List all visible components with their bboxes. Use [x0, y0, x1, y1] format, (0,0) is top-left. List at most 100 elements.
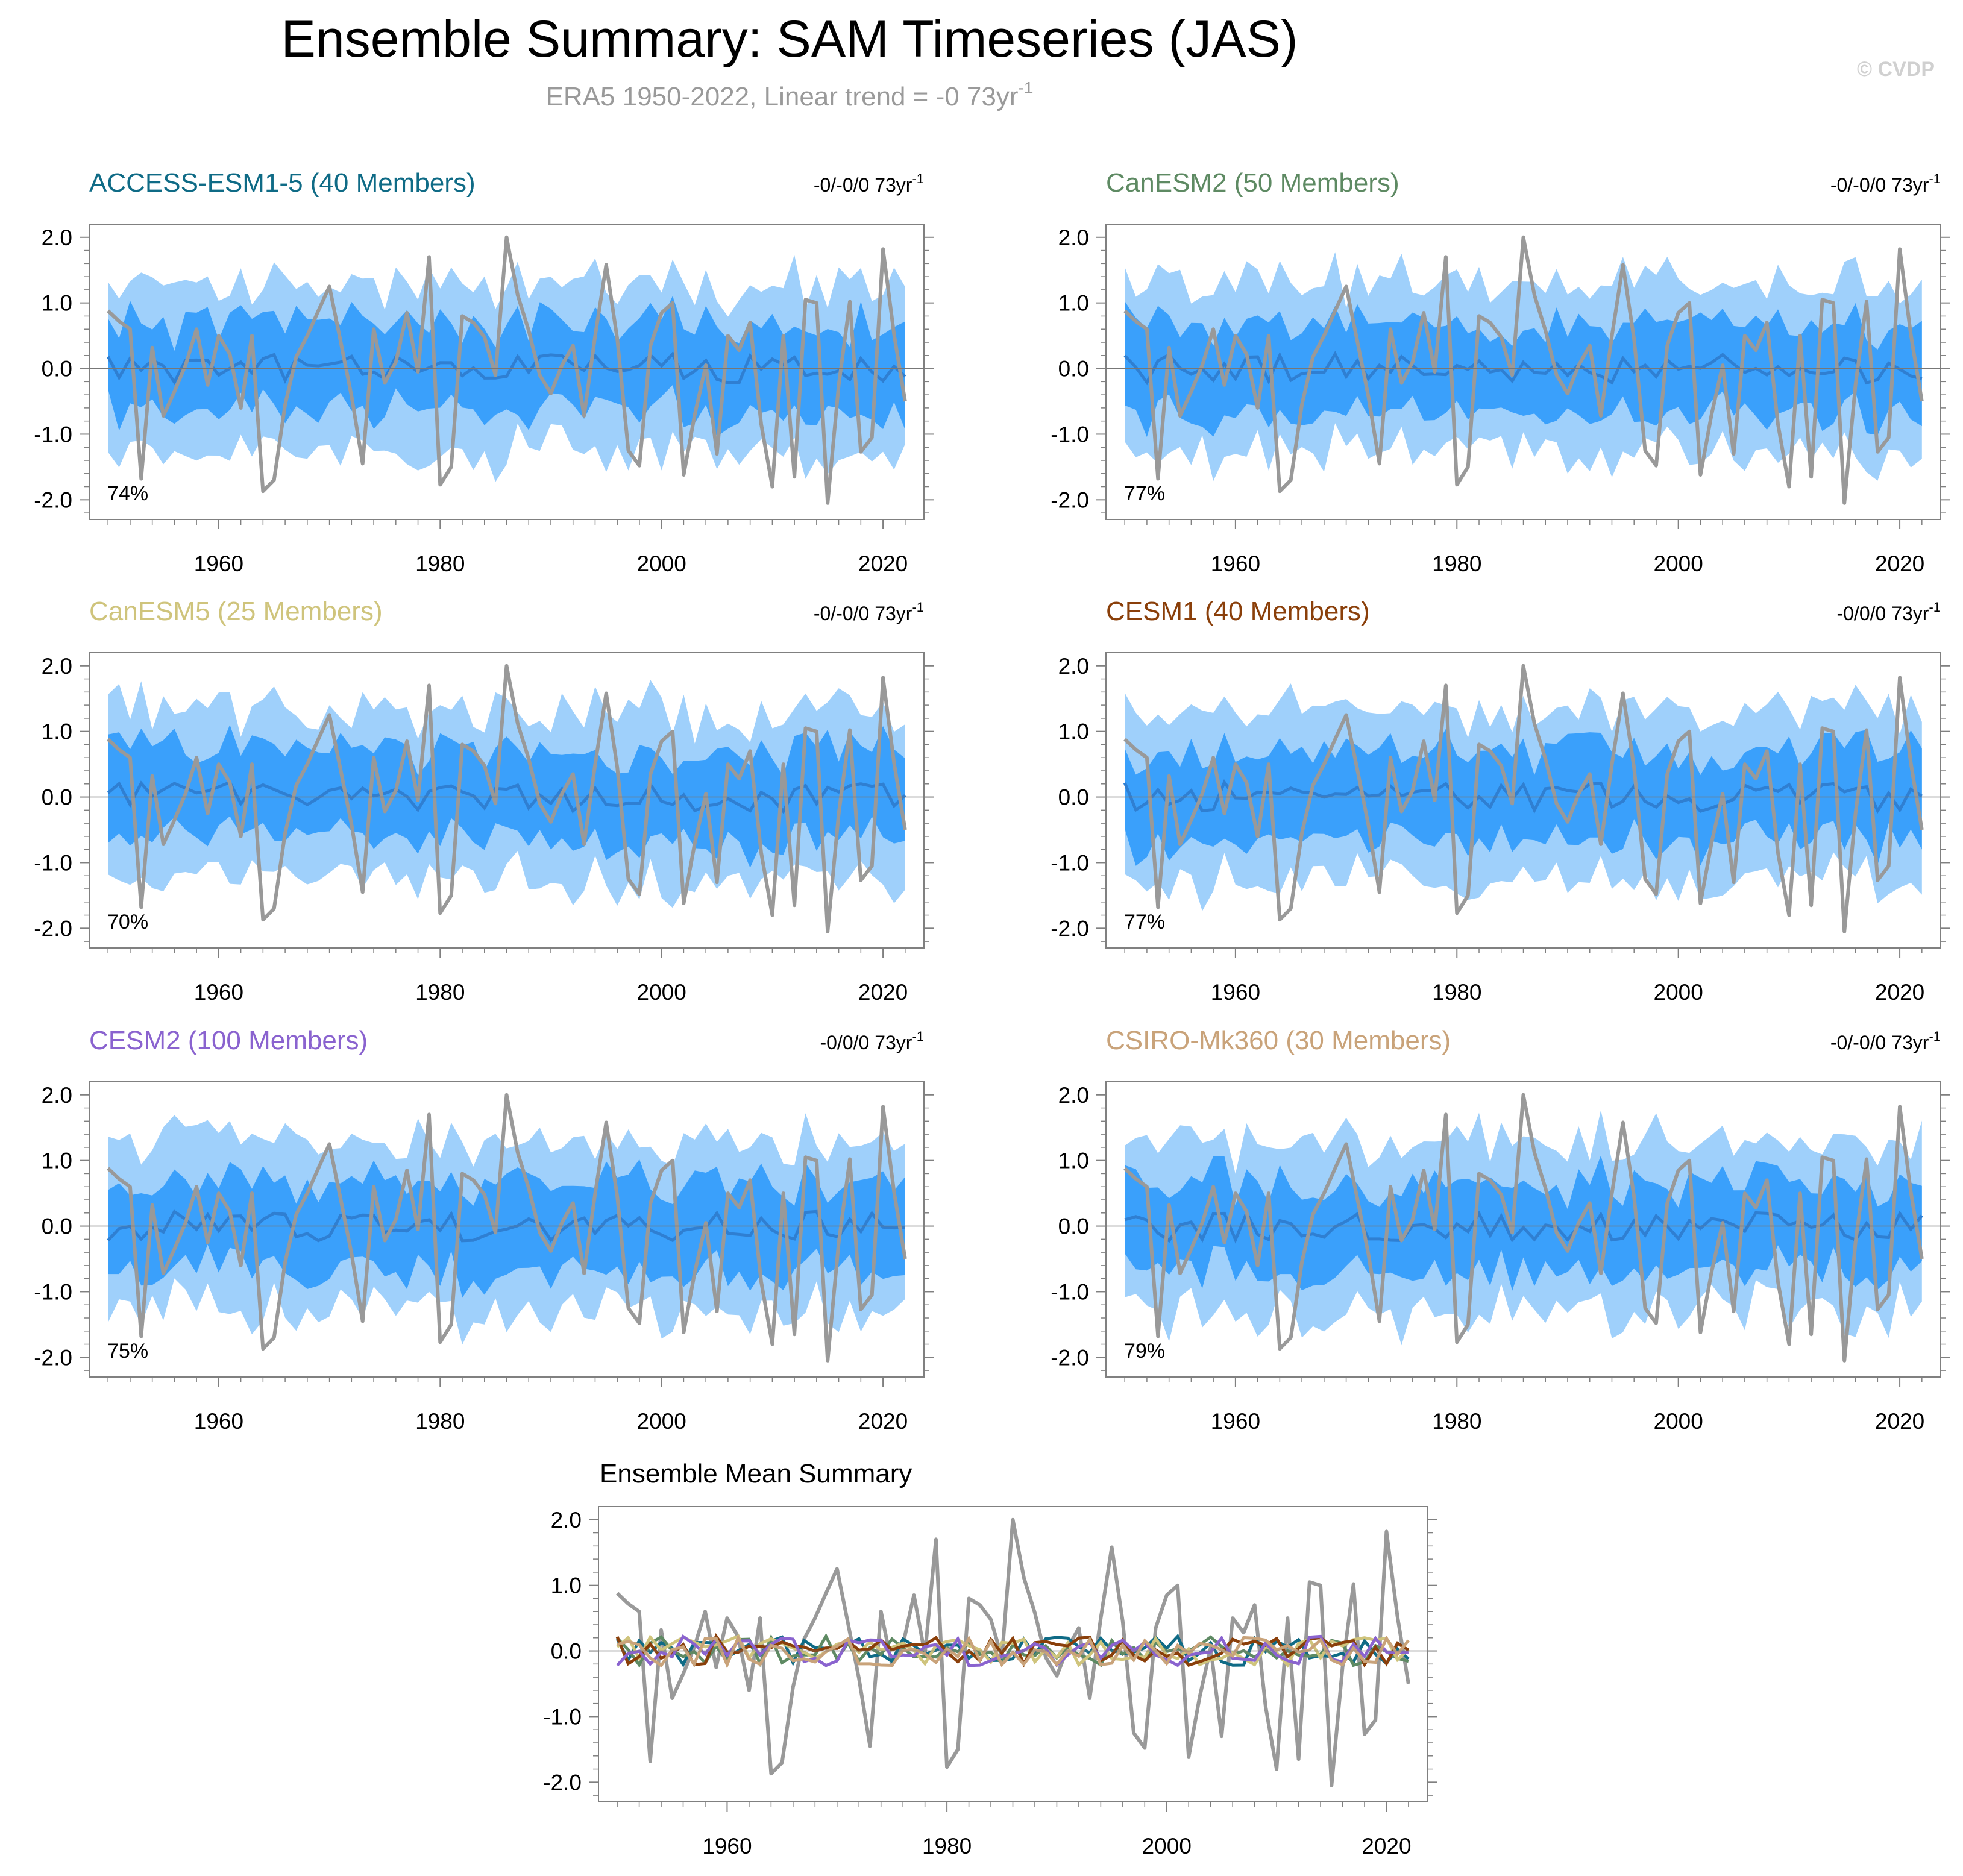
panel-4-xtick-label: 1980 — [1432, 980, 1481, 1005]
panel-1-ytick-label: -1.0 — [34, 422, 72, 447]
panel-2-ytick-label: 0.0 — [1058, 357, 1089, 381]
panel-1-ytick-label: 0.0 — [42, 357, 72, 381]
panel-2-ytick-label: 1.0 — [1058, 291, 1089, 316]
panel-1-xtick-label: 1980 — [415, 551, 465, 576]
summary-ensemble-mean-line-2 — [616, 1633, 1409, 1668]
panel-6-xtick-label: 1960 — [1211, 1409, 1260, 1434]
obs-line-era5 — [1123, 664, 1924, 933]
panel-3-xtick-label: 1980 — [415, 980, 465, 1005]
panel-3-ytick-label: 1.0 — [42, 720, 72, 744]
panel-3-ytick-label: 2.0 — [42, 654, 72, 679]
summary-ytick-label: -1.0 — [543, 1704, 582, 1729]
panel-5-xtick-label: 2000 — [637, 1409, 686, 1434]
panel-percent-label: 79% — [1124, 1340, 1165, 1363]
panel-4-xtick-label: 2020 — [1875, 980, 1924, 1005]
panel-trend-sup: -1 — [912, 600, 924, 615]
ensemble-mean-line — [107, 1209, 905, 1243]
panel-5-ytick-label: 2.0 — [42, 1083, 72, 1108]
panel-4-ytick-label: 1.0 — [1058, 720, 1089, 744]
panel-2-xtick-label: 1960 — [1211, 551, 1260, 576]
panel-trend-label: -0/-0/0 73yr-1 — [814, 171, 924, 196]
panel-6-xtick-label: 2020 — [1875, 1409, 1924, 1434]
panel-5-xtick-label: 1980 — [415, 1409, 465, 1434]
obs-line-era5 — [1123, 1093, 1924, 1363]
panel-5-xtick-label: 1960 — [194, 1409, 243, 1434]
panel-6: -2.0 -1.0 0.0 1.0 2.0 1960 1980 2000 2020 CSIRO-M… — [1051, 1026, 1950, 1434]
panel-title: CanESM5 (25 Members) — [89, 597, 383, 626]
ensemble-inner-band — [1125, 1155, 1922, 1291]
figure-subtitle-sup: -1 — [1019, 78, 1034, 97]
panel-6-ytick-label: 1.0 — [1058, 1149, 1089, 1173]
panel-5-xtick-label: 2020 — [858, 1409, 908, 1434]
panel-trend-sup: -1 — [1929, 1029, 1941, 1044]
panel-percent-label: 74% — [107, 482, 148, 505]
panel-trend-label: -0/0/0 73yr-1 — [1836, 600, 1941, 624]
panel-1-ytick-label: 2.0 — [42, 225, 72, 250]
panel-trend-label: -0/-0/0 73yr-1 — [1830, 171, 1941, 196]
panel-4-ytick-label: 0.0 — [1058, 785, 1089, 810]
panel-6-xtick-label: 2000 — [1654, 1409, 1703, 1434]
panel-5-ytick-label: 1.0 — [42, 1149, 72, 1173]
figure-subtitle-text: ERA5 1950-2022, Linear trend = -0 73yr — [546, 82, 1019, 111]
panel-4-xtick-label: 2000 — [1654, 980, 1703, 1005]
ensemble-mean-line — [1124, 1209, 1923, 1244]
summary-ytick-label: -2.0 — [543, 1770, 582, 1795]
summary-obs-line-era5 — [616, 1517, 1410, 1787]
panel-2-xtick-label: 1980 — [1432, 551, 1481, 576]
panel-1-xtick-label: 1960 — [194, 551, 243, 576]
panel-trend-sup: -1 — [1929, 600, 1941, 615]
panel-5-ytick-label: -1.0 — [34, 1279, 72, 1304]
panel-6-ytick-label: 0.0 — [1058, 1214, 1089, 1239]
panel-4-xtick-label: 1960 — [1211, 980, 1260, 1005]
panel-2-ytick-label: -2.0 — [1051, 488, 1089, 512]
figure-title: Ensemble Summary: SAM Timeseries (JAS) — [281, 10, 1298, 68]
panel-2-ytick-label: -1.0 — [1051, 422, 1089, 447]
ensemble-mean-line — [107, 780, 906, 814]
panel-title: ACCESS-ESM1-5 (40 Members) — [89, 168, 476, 198]
summary-ytick-label: 1.0 — [551, 1573, 582, 1598]
panel-1: -2.0 -1.0 0.0 1.0 2.0 1960 1980 2000 2020 ACCESS-… — [34, 168, 934, 576]
panel-3-ytick-label: 0.0 — [42, 785, 72, 810]
panel-3-ytick-label: -1.0 — [34, 850, 72, 875]
summary-xtick-label: 2020 — [1362, 1834, 1411, 1859]
watermark: © CVDP — [1857, 58, 1935, 81]
panel-3-ytick-label: -2.0 — [34, 916, 72, 941]
panel-trend-text: -0/0/0 73yr — [1836, 603, 1929, 624]
ensemble-mean-line — [106, 351, 906, 386]
panel-2-xtick-label: 2020 — [1875, 551, 1924, 576]
panel-4-ytick-label: 2.0 — [1058, 654, 1089, 679]
panel-trend-text: -0/0/0 73yr — [820, 1032, 912, 1053]
panel-trend-label: -0/-0/0 73yr-1 — [1830, 1029, 1941, 1053]
panel-1-xtick-label: 2000 — [637, 551, 686, 576]
panel-5-ytick-label: -2.0 — [34, 1345, 72, 1370]
panel-6-xtick-label: 1980 — [1432, 1409, 1481, 1434]
panel-grid: -2.0 -1.0 0.0 1.0 2.0 1960 1980 2000 2020 ACCESS-… — [34, 168, 1950, 1434]
ensemble-mean-line — [1123, 351, 1923, 386]
summary-xtick-label: 1980 — [922, 1834, 972, 1859]
summary-ensemble-mean-line-6 — [617, 1634, 1410, 1669]
panel-trend-sup: -1 — [912, 1029, 924, 1044]
panel-title: CESM1 (40 Members) — [1106, 597, 1370, 626]
panel-trend-text: -0/-0/0 73yr — [814, 603, 912, 624]
panel-1-xtick-label: 2020 — [858, 551, 908, 576]
obs-line-era5 — [107, 664, 907, 933]
panel-2: -2.0 -1.0 0.0 1.0 2.0 1960 1980 2000 2020 CanESM2… — [1051, 168, 1950, 576]
panel-title: CanESM2 (50 Members) — [1106, 168, 1399, 198]
panel-6-ytick-label: 2.0 — [1058, 1083, 1089, 1108]
panel-title: CESM2 (100 Members) — [89, 1026, 368, 1055]
panel-trend-text: -0/-0/0 73yr — [1830, 1032, 1929, 1053]
panel-4: -2.0 -1.0 0.0 1.0 2.0 1960 1980 2000 2020 CESM1 (… — [1051, 597, 1950, 1005]
panel-3-xtick-label: 2000 — [637, 980, 686, 1005]
panel-trend-label: -0/-0/0 73yr-1 — [814, 600, 924, 624]
ensemble-mean-summary-panel: -2.0 -1.0 0.0 1.0 2.0 1960 1980 2000 2020 Ensembl… — [543, 1459, 1437, 1859]
panel-title: CSIRO-Mk360 (30 Members) — [1106, 1026, 1451, 1055]
panel-6-ytick-label: -2.0 — [1051, 1345, 1089, 1370]
panel-trend-sup: -1 — [912, 171, 924, 186]
panel-1-ytick-label: -2.0 — [34, 488, 72, 512]
obs-line-era5 — [107, 235, 907, 505]
panel-4-ytick-label: -2.0 — [1051, 916, 1089, 941]
ensemble-mean-line — [1123, 779, 1923, 814]
panel-5-ytick-label: 0.0 — [42, 1214, 72, 1239]
panel-percent-label: 70% — [107, 911, 148, 933]
panel-6-ytick-label: -1.0 — [1051, 1279, 1089, 1304]
